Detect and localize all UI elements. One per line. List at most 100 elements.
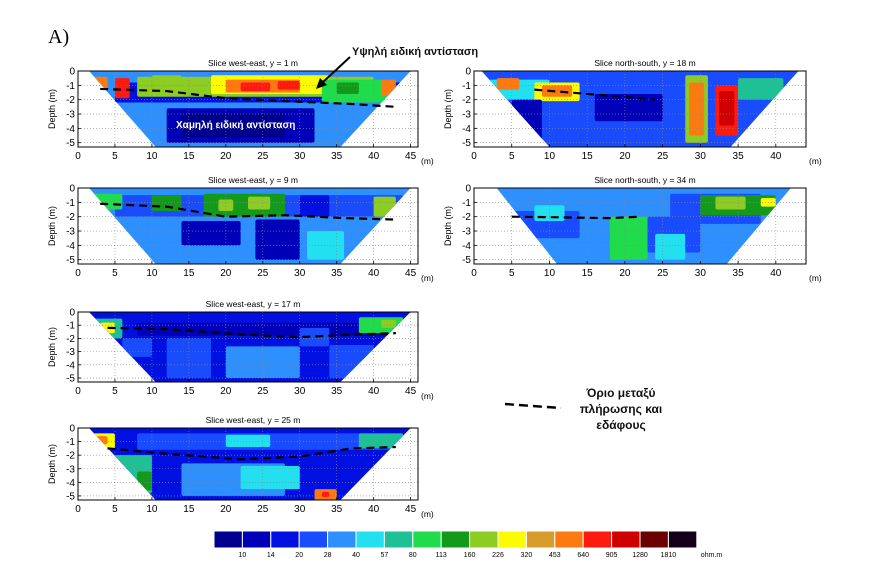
resistivity-patch bbox=[336, 82, 359, 94]
plot-title: Slice north-south, y = 34 m bbox=[594, 175, 695, 185]
x-tick-label: 45 bbox=[405, 151, 417, 162]
resistivity-patch bbox=[594, 93, 663, 122]
x-tick-label: 15 bbox=[183, 268, 195, 279]
x-tick-label: 25 bbox=[257, 504, 269, 515]
resistivity-patch bbox=[381, 319, 396, 328]
boundary-legend-line1: Όριο μεταξύ bbox=[586, 386, 656, 400]
x-tick-label: 10 bbox=[544, 268, 556, 279]
resistivity-patch bbox=[92, 76, 108, 89]
colorbar-value-label: 57 bbox=[381, 552, 389, 559]
x-tick-label: 25 bbox=[257, 386, 269, 397]
colorbar-swatch bbox=[241, 530, 272, 549]
resistivity-patch bbox=[655, 233, 686, 260]
x-tick-label: 20 bbox=[619, 151, 631, 162]
y-tick-label: 0 bbox=[69, 308, 75, 319]
x-tick-label: 10 bbox=[146, 151, 158, 162]
x-tick-label: 10 bbox=[146, 504, 158, 515]
x-tick-label: 20 bbox=[619, 268, 631, 279]
x-tick-label: 10 bbox=[146, 386, 158, 397]
y-tick-label: -2 bbox=[66, 334, 75, 345]
plot-2: Slice north-south, y = 18 m 0 5 10 15 20 25 30 3… bbox=[443, 58, 822, 166]
resistivity-patch bbox=[137, 471, 152, 491]
x-axis-label: (m) bbox=[421, 509, 434, 519]
resistivity-field bbox=[89, 428, 411, 500]
x-tick-label: 45 bbox=[405, 386, 417, 397]
y-tick-label: -4 bbox=[66, 124, 75, 135]
colorbar-value-label: 1810 bbox=[661, 552, 677, 559]
x-tick-label: 20 bbox=[220, 504, 232, 515]
resistivity-patch bbox=[96, 436, 108, 445]
colorbar-swatch bbox=[525, 530, 556, 549]
resistivity-patch bbox=[307, 231, 345, 260]
resistivity-field bbox=[89, 312, 411, 382]
colorbar-swatch bbox=[355, 530, 385, 549]
resistivity-patch bbox=[181, 220, 241, 246]
plot-frame bbox=[77, 70, 419, 148]
x-tick-label: 30 bbox=[294, 386, 306, 397]
y-tick-label: -1 bbox=[462, 198, 471, 209]
resistivity-patch bbox=[166, 338, 212, 379]
y-tick-label: -2 bbox=[462, 95, 471, 106]
resistivity-patch bbox=[511, 99, 542, 143]
x-axis-label: (m) bbox=[809, 156, 822, 166]
resistivity-patch bbox=[738, 78, 784, 100]
colorbar-value-label: 28 bbox=[324, 552, 332, 559]
colorbar-swatch bbox=[497, 530, 527, 549]
colorbar-value-label: 113 bbox=[436, 552, 447, 559]
colorbar-swatch bbox=[667, 530, 698, 549]
colorbar-value-label: 20 bbox=[295, 552, 303, 559]
y-tick-label: -2 bbox=[66, 451, 75, 462]
x-tick-label: 0 bbox=[75, 268, 81, 279]
resistivity-patch bbox=[609, 216, 648, 260]
x-tick-label: 35 bbox=[733, 268, 745, 279]
x-tick-label: 5 bbox=[509, 151, 515, 162]
resistivity-patch bbox=[122, 338, 152, 357]
fill-soil-boundary-line bbox=[107, 326, 396, 339]
y-tick-label: -1 bbox=[462, 81, 471, 92]
x-axis-label: (m) bbox=[421, 273, 434, 283]
resistivity-patch bbox=[689, 82, 705, 136]
fill-soil-boundary-line bbox=[100, 87, 396, 108]
y-tick-label: -2 bbox=[66, 95, 75, 106]
colorbar-value-label: 226 bbox=[492, 552, 504, 559]
x-tick-label: 25 bbox=[657, 151, 669, 162]
y-axis-label: Depth (m) bbox=[47, 444, 57, 484]
resistivity-patch bbox=[203, 193, 285, 217]
plot-frame bbox=[473, 187, 807, 265]
x-tick-label: 0 bbox=[75, 386, 81, 397]
colorbar-swatch bbox=[554, 530, 584, 549]
y-tick-label: -4 bbox=[462, 241, 471, 252]
x-tick-label: 25 bbox=[657, 268, 669, 279]
plot-title: Slice west-east, y = 1 m bbox=[208, 58, 298, 68]
resistivity-patch bbox=[541, 85, 573, 97]
x-tick-label: 20 bbox=[220, 386, 232, 397]
x-tick-label: 5 bbox=[509, 268, 515, 279]
x-tick-label: 25 bbox=[257, 268, 269, 279]
colorbar-swatch bbox=[213, 530, 243, 549]
resistivity-patch bbox=[92, 193, 123, 210]
x-tick-label: 20 bbox=[220, 268, 232, 279]
resistivity-patch bbox=[715, 196, 746, 210]
colorbar-swatch bbox=[383, 530, 414, 549]
resistivity-patch bbox=[255, 219, 300, 260]
plot-1: Slice west-east, y = 1 m 0 5 10 15 20 25 30 35 40… bbox=[47, 58, 434, 166]
x-tick-label: 30 bbox=[695, 268, 707, 279]
resistivity-patch bbox=[181, 114, 285, 137]
x-tick-label: 15 bbox=[582, 268, 594, 279]
y-tick-label: -3 bbox=[462, 227, 471, 238]
plot-title: Slice west-east, y = 17 m bbox=[206, 299, 301, 309]
resistivity-field bbox=[481, 71, 799, 147]
high-resistivity-annotation: Υψηλή ειδική αντίσταση bbox=[352, 46, 479, 58]
x-tick-label: 40 bbox=[368, 268, 380, 279]
y-axis-label: Depth (m) bbox=[443, 206, 453, 246]
x-tick-label: 30 bbox=[294, 504, 306, 515]
x-tick-label: 30 bbox=[294, 268, 306, 279]
y-tick-label: -3 bbox=[66, 227, 75, 238]
y-tick-label: -5 bbox=[66, 374, 75, 385]
resistivity-patch bbox=[719, 91, 735, 126]
plot-frame bbox=[473, 70, 807, 148]
x-tick-label: 10 bbox=[146, 268, 158, 279]
resistivity-patch bbox=[240, 466, 300, 490]
x-tick-label: 40 bbox=[770, 268, 782, 279]
colorbar-swatch bbox=[327, 530, 357, 549]
